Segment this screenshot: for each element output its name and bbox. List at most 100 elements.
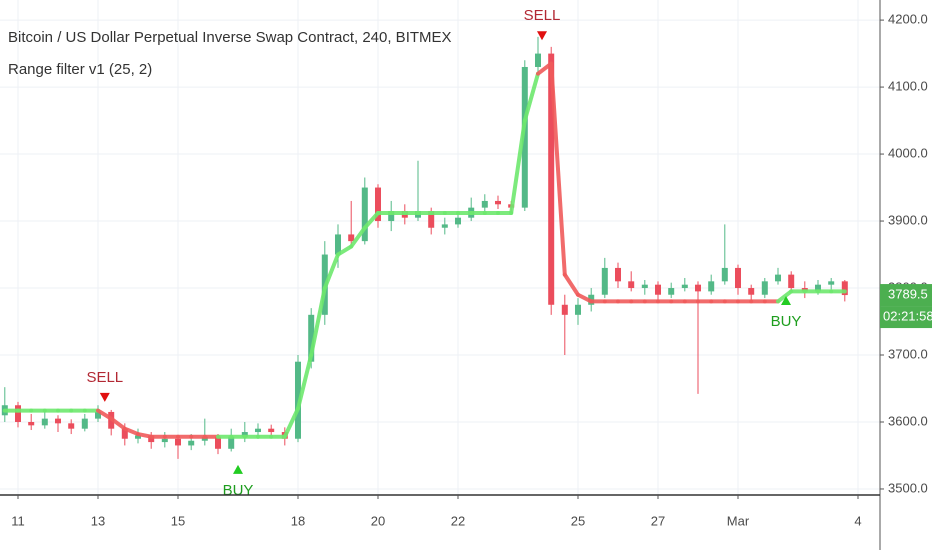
candle-body <box>441 224 448 228</box>
y-tick-label: 4000.0 <box>888 145 928 160</box>
y-tick-label: 3600.0 <box>888 413 928 428</box>
range-filter <box>576 292 594 304</box>
candle-body <box>135 435 141 439</box>
range-filter <box>109 416 127 431</box>
candle-body <box>228 436 235 449</box>
candle-body <box>308 314 315 362</box>
signal-label: BUY <box>771 313 802 330</box>
candle-body <box>561 304 568 315</box>
candle-body <box>521 66 528 208</box>
last-price-label: 3789.5 <box>888 286 928 301</box>
candle-body <box>788 274 795 289</box>
candle-body <box>335 234 341 255</box>
range-filter <box>562 272 580 297</box>
x-tick-label: Mar <box>727 513 750 528</box>
range-filter <box>349 225 367 249</box>
candle-body <box>348 234 355 242</box>
range-filter <box>96 408 114 421</box>
signal-label: BUY <box>223 482 254 499</box>
range-filter <box>522 71 540 123</box>
x-tick-label: 18 <box>291 513 305 528</box>
candle-body <box>41 418 48 426</box>
plot-area: SELL BUY SELL BUY <box>0 0 880 499</box>
candle-body <box>535 53 541 67</box>
x-tick-label: 20 <box>371 513 385 528</box>
range-filter <box>122 426 140 437</box>
signal-marker <box>537 31 547 41</box>
y-tick-label: 4100.0 <box>888 79 928 94</box>
candle-body <box>15 405 21 422</box>
y-tick-label: 3700.0 <box>888 346 928 361</box>
candle-body <box>601 267 608 295</box>
x-tick-label: 4 <box>854 513 861 528</box>
candle-body <box>175 438 181 446</box>
candle-body <box>548 53 555 305</box>
candle-body <box>55 418 61 424</box>
range-filter <box>296 353 314 411</box>
candle-body <box>748 288 755 295</box>
range-filter <box>549 61 567 277</box>
countdown-label: 02:21:58 <box>883 308 932 323</box>
candle-body <box>388 210 395 222</box>
x-tick-label: 25 <box>571 513 585 528</box>
range-filter <box>776 289 794 304</box>
candle-body <box>28 421 35 426</box>
candle-body <box>268 428 275 433</box>
candle-body <box>641 284 648 289</box>
candle-body <box>148 435 155 443</box>
y-tick-label: 3900.0 <box>888 212 928 227</box>
candle-body <box>668 288 675 295</box>
indicator-name: Range filter v1 (25, 2) <box>8 61 152 78</box>
candle-body <box>815 284 821 292</box>
range-filter <box>309 286 327 358</box>
candle-body <box>361 187 368 242</box>
candle-body <box>161 438 168 443</box>
range-filter <box>362 211 380 230</box>
signal-label: SELL <box>524 7 561 24</box>
candle-body <box>695 284 701 292</box>
x-tick-label: 11 <box>11 513 25 528</box>
x-tick-label: 22 <box>451 513 465 528</box>
candle-body <box>761 281 768 295</box>
candle-body <box>655 284 661 295</box>
countdown-badge <box>880 306 932 329</box>
signal-marker <box>781 296 791 306</box>
x-tick-label: 13 <box>91 513 105 528</box>
candle-body <box>455 217 461 225</box>
y-tick-label: 4200.0 <box>888 12 928 27</box>
signal-label: SELL <box>86 369 123 386</box>
candle-body <box>81 418 88 429</box>
last-price-badge <box>880 284 932 307</box>
x-tick-label: 27 <box>651 513 665 528</box>
range-filter <box>322 252 340 291</box>
candle-body <box>215 436 221 449</box>
candle-body <box>708 281 715 292</box>
y-tick-label: 3500.0 <box>888 480 928 495</box>
candle-body <box>255 428 261 433</box>
candle-body <box>481 200 488 208</box>
candle-body <box>575 304 581 315</box>
range-filter <box>509 118 527 216</box>
signal-marker <box>233 464 243 474</box>
candle-body <box>628 281 635 289</box>
candle-body <box>735 267 741 289</box>
range-filter <box>536 61 554 76</box>
candle-body <box>615 267 621 282</box>
chart-title: Bitcoin / US Dollar Perpetual Inverse Sw… <box>8 29 452 46</box>
candle-body <box>295 361 301 439</box>
candle-body <box>428 210 435 228</box>
candle-body <box>828 281 835 285</box>
candle-body <box>201 436 208 441</box>
range-filter <box>336 244 354 257</box>
candle-body <box>775 274 781 282</box>
candle-body <box>68 423 75 429</box>
candle-body <box>721 267 728 282</box>
candle-body <box>188 440 195 446</box>
candle-body <box>375 187 381 222</box>
candle-body <box>495 200 501 205</box>
candle-body <box>681 284 688 289</box>
axes: 3500.03600.03700.03800.03900.04000.04100… <box>11 12 932 528</box>
candle-body <box>121 428 128 439</box>
candle-body <box>241 432 248 437</box>
